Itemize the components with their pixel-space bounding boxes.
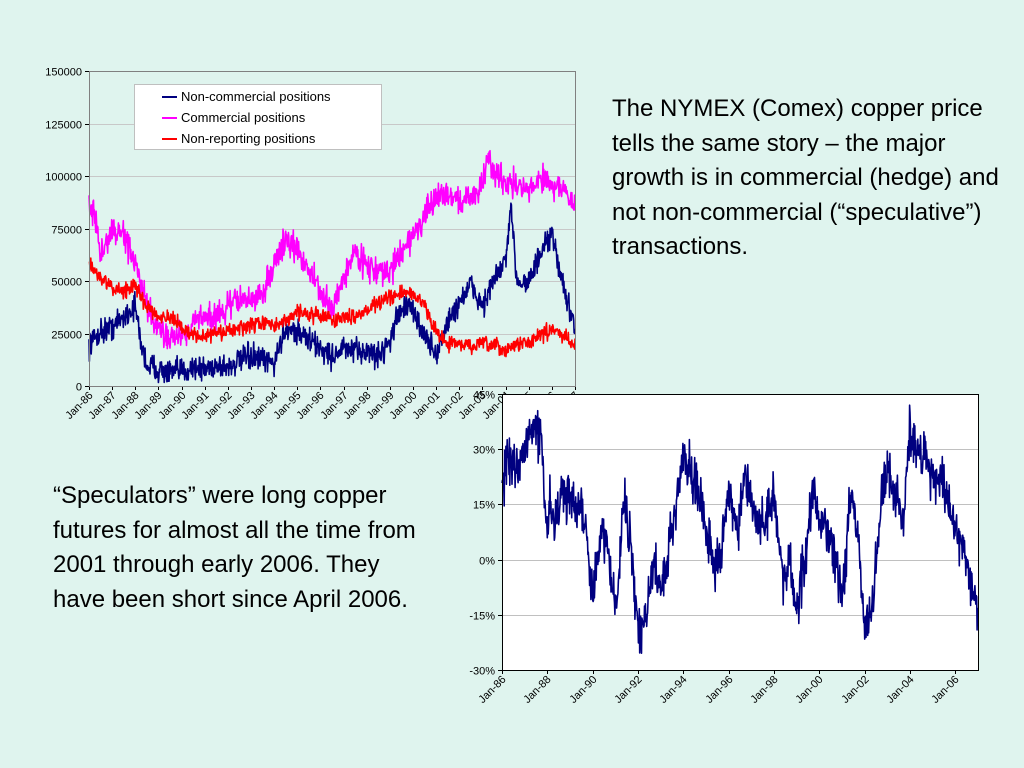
x-tick-label: Jan-98	[748, 674, 780, 706]
y-tick-label: 125000	[45, 120, 82, 132]
y-tick-label: 30%	[473, 445, 495, 457]
y-tick-label: 75000	[51, 225, 82, 237]
x-tick-label: Jan-06	[929, 674, 961, 706]
chart2-plot-background	[502, 394, 978, 671]
series-line-non-commercial-positions	[88, 202, 576, 384]
y-tick-label: 100000	[45, 172, 82, 184]
y-tick-label: -15%	[469, 611, 495, 623]
chart1-series	[88, 149, 576, 384]
legend-label-commercial: Commercial positions	[181, 110, 306, 125]
legend-label-non-reporting: Non-reporting positions	[181, 131, 316, 146]
chart2-y-axis: -30% -15% 0% 15% 30% 45%	[469, 390, 502, 678]
x-tick-label: Jan-92	[612, 674, 644, 706]
y-tick-label: 0	[76, 382, 82, 394]
x-tick-label: Jan-96	[703, 674, 735, 706]
commentary-text-left: “Speculators” were long copper futures f…	[53, 482, 416, 613]
y-tick-label: -30%	[469, 666, 495, 678]
y-tick-label: 150000	[45, 67, 82, 79]
commentary-text-right: The NYMEX (Comex) copper price tells the…	[612, 95, 999, 260]
series-line-net-position	[501, 404, 979, 655]
y-tick-label: 45%	[473, 390, 495, 402]
x-tick-label: Jan-86	[476, 674, 508, 706]
chart1-y-axis: 0 25000 50000 75000 100000 125000 150000	[45, 67, 89, 394]
x-tick-label: Jan-88	[521, 674, 553, 706]
series-line-non-reporting-positions	[88, 257, 576, 358]
x-tick-label: Jan-00	[793, 674, 825, 706]
legend-label-non-commercial: Non-commercial positions	[181, 89, 331, 104]
x-tick-label: Jan-04	[884, 674, 916, 706]
y-tick-label: 0%	[479, 556, 495, 568]
x-tick-label: Jan-94	[657, 674, 689, 706]
series-line-commercial-positions	[88, 149, 576, 350]
chart1-plot-frame	[89, 71, 576, 387]
y-tick-label: 50000	[51, 277, 82, 289]
chart2-plot-frame	[502, 394, 979, 671]
chart2-series	[501, 404, 979, 655]
y-tick-label: 25000	[51, 330, 82, 342]
net-position-chart: -30%-15%0%15%30%45% Jan-86 Jan-88 Jan-90 Ja…	[469, 390, 979, 706]
chart1-legend: Non-commercial positions Commercial posi…	[134, 84, 382, 150]
x-tick-label: Jan-90	[567, 674, 599, 706]
chart2-x-axis: Jan-86 Jan-88 Jan-90 Jan-92 Jan-94 Jan-96 Jan-…	[476, 670, 962, 706]
x-tick-label: Jan-02	[839, 674, 871, 706]
y-tick-label: 15%	[473, 500, 495, 512]
